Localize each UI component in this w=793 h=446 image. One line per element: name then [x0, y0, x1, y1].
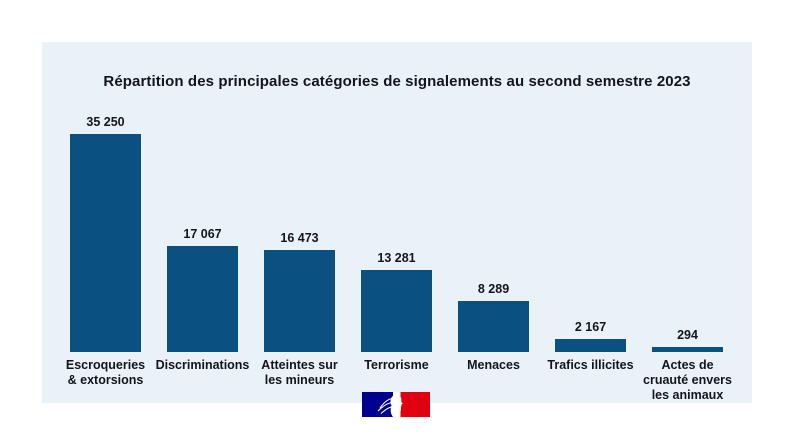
chart-panel: Répartition des principales catégories d…: [42, 42, 752, 403]
bar-category-label: Menaces: [467, 358, 520, 372]
logo-blue-block: [362, 392, 393, 417]
chart-title: Répartition des principales catégories d…: [103, 73, 691, 90]
bar: [264, 250, 335, 352]
bar-category-label: Escroqueries & extorsions: [65, 358, 146, 387]
logo-red-block: [400, 392, 430, 417]
bar-category-label: Terrorisme: [364, 358, 429, 372]
bar: [70, 134, 141, 352]
bar-value-label: 294: [677, 328, 698, 342]
bar-category-label: Discriminations: [155, 358, 250, 372]
bar-category-label: Actes de cruauté envers les animaux: [643, 358, 732, 402]
logo-marianne-face: [390, 394, 403, 417]
bar-column: 8 289 Menaces: [445, 42, 542, 372]
chart-columns: 35 250 Escroqueries & extorsions 17 067 …: [57, 42, 736, 402]
bar-column: 16 473 Atteintes sur les mineurs: [251, 42, 348, 387]
bar-column: 2 167 Trafics illicites: [542, 42, 639, 372]
bar-category-label: Atteintes sur les mineurs: [261, 358, 338, 387]
bar-value-label: 17 067: [183, 227, 222, 241]
marianne-logo-icon: [362, 392, 430, 417]
bar-value-label: 16 473: [280, 231, 319, 245]
bar: [167, 246, 238, 352]
bar-column: 13 281 Terrorisme: [348, 42, 445, 372]
bar-column: 17 067 Discriminations: [154, 42, 251, 372]
bar-value-label: 35 250: [86, 115, 125, 129]
bar: [652, 347, 723, 352]
bar-category-label: Trafics illicites: [547, 358, 634, 372]
bar-value-label: 13 281: [377, 251, 416, 265]
bar: [458, 301, 529, 352]
marianne-logo: [362, 392, 430, 417]
bar: [361, 270, 432, 352]
bar-column: 294 Actes de cruauté envers les animaux: [639, 42, 736, 402]
bar-value-label: 2 167: [574, 320, 607, 334]
bar: [555, 339, 626, 352]
bar-column: 35 250 Escroqueries & extorsions: [57, 42, 154, 387]
bar-value-label: 8 289: [477, 282, 510, 296]
